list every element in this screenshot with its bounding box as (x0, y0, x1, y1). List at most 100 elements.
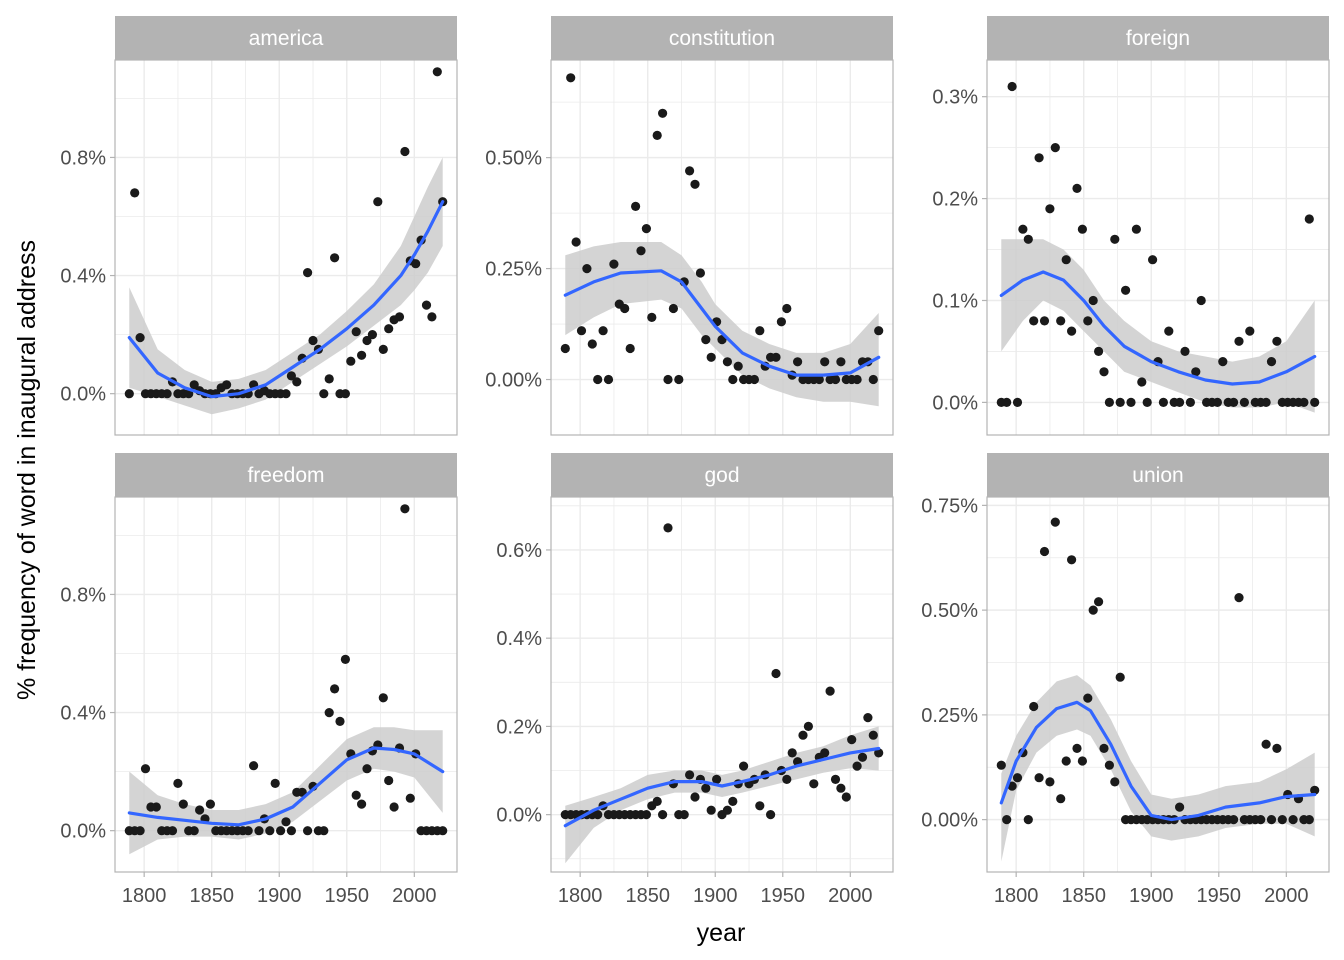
y-tick-label: 0.50% (485, 148, 542, 170)
panel-america: america 0.0% 0.4% 0.8% (60, 16, 458, 436)
y-tick-label: 0.8% (60, 584, 106, 606)
data-point (663, 523, 673, 533)
data-point (1088, 605, 1098, 615)
data-point (357, 350, 367, 360)
data-point (793, 357, 803, 367)
data-point (1266, 357, 1277, 367)
data-point (603, 374, 614, 385)
data-point (1034, 153, 1044, 163)
data-point (776, 317, 787, 327)
data-point (324, 374, 334, 384)
data-point (874, 326, 884, 336)
smooth-line-foreign (999, 270, 1317, 386)
data-point (1261, 739, 1271, 749)
data-point (1299, 397, 1309, 407)
panel-freedom: freedom 0.0% 0.4% 0.8% 1800 1850 1900 1950 2000 (60, 453, 458, 907)
panel-god: god 0.0% 0.2% 0.4% 0.6% 1800 1850 1900 1950 2000 (496, 453, 894, 907)
data-point (330, 684, 340, 694)
data-point (1266, 815, 1277, 825)
data-point (874, 748, 884, 758)
y-tick-label: 0.3% (932, 87, 978, 109)
data-point (1234, 593, 1244, 603)
smooth-line-freedom (127, 746, 445, 827)
data-point (276, 826, 286, 836)
data-point (593, 374, 603, 385)
data-point (286, 371, 296, 381)
panel-border (986, 496, 1330, 873)
x-tick-label: 1900 (693, 885, 738, 907)
data-point (1007, 781, 1017, 791)
data-point (658, 810, 668, 820)
data-point (1023, 815, 1033, 825)
data-point (706, 352, 716, 362)
strip-constitution (551, 16, 893, 60)
y-tick-label: 0.4% (60, 266, 106, 288)
data-point (782, 303, 792, 314)
data-point (270, 778, 280, 789)
smooth-line-god (563, 746, 881, 828)
data-point (124, 389, 134, 399)
x-tick-label: 2000 (1264, 885, 1309, 907)
data-point (690, 179, 700, 189)
data-point (292, 377, 302, 387)
data-point (1050, 143, 1060, 153)
data-point (1158, 397, 1168, 407)
data-point (641, 810, 652, 820)
data-point (1256, 815, 1266, 825)
strip-label-america: america (249, 27, 324, 50)
data-point (1012, 773, 1023, 783)
confidence-band-america (129, 157, 443, 415)
strip-america (115, 16, 457, 60)
data-point (733, 361, 743, 371)
y-tick-label: 0.75% (921, 495, 978, 517)
data-point (384, 775, 394, 786)
data-point (135, 333, 145, 343)
data-point (1277, 815, 1287, 825)
data-point (438, 826, 448, 836)
data-point (140, 764, 151, 774)
data-point (1072, 743, 1082, 754)
data-point (1067, 326, 1077, 336)
data-point (1094, 346, 1104, 356)
y-tick-label: 0.00% (921, 810, 978, 832)
x-tick-label: 1800 (558, 885, 603, 907)
y-tick-label: 0.6% (496, 540, 542, 562)
data-point (330, 253, 340, 263)
data-point (857, 752, 868, 762)
data-point (658, 108, 668, 118)
x-tick-label: 1950 (1197, 885, 1242, 907)
strip-label-god: god (704, 464, 739, 487)
data-point (1164, 326, 1174, 336)
data-point (1218, 357, 1228, 367)
x-tick-label: 1900 (1129, 885, 1174, 907)
data-point (1002, 815, 1012, 825)
data-point (1229, 815, 1239, 825)
data-point (847, 735, 857, 745)
data-point (1245, 326, 1255, 336)
strip-label-constitution: constitution (669, 27, 775, 50)
data-point (571, 237, 581, 247)
data-point (598, 326, 608, 336)
data-point (798, 730, 808, 740)
strip-label-freedom: freedom (247, 464, 324, 487)
data-point (841, 792, 851, 802)
data-point (1056, 316, 1066, 326)
data-point (685, 770, 695, 780)
panel-foreign: foreign 0.0% 0.1% 0.2% 0.3% (932, 16, 1330, 436)
data-point (739, 761, 749, 771)
data-point (1272, 743, 1282, 754)
data-point (357, 799, 367, 809)
data-point (641, 224, 652, 234)
data-point (1072, 183, 1082, 193)
data-point (1007, 81, 1017, 92)
y-tick-label: 0.0% (60, 384, 106, 406)
strip-foreign (987, 16, 1329, 60)
data-point (421, 300, 432, 310)
data-point (836, 783, 846, 793)
strip-god (551, 453, 893, 497)
y-tick-label: 0.00% (485, 370, 542, 392)
data-point (1304, 214, 1314, 224)
data-point (205, 799, 215, 809)
data-point (787, 748, 797, 758)
